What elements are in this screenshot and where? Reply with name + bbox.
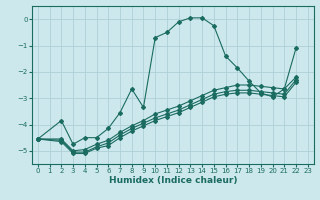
X-axis label: Humidex (Indice chaleur): Humidex (Indice chaleur) — [108, 176, 237, 185]
